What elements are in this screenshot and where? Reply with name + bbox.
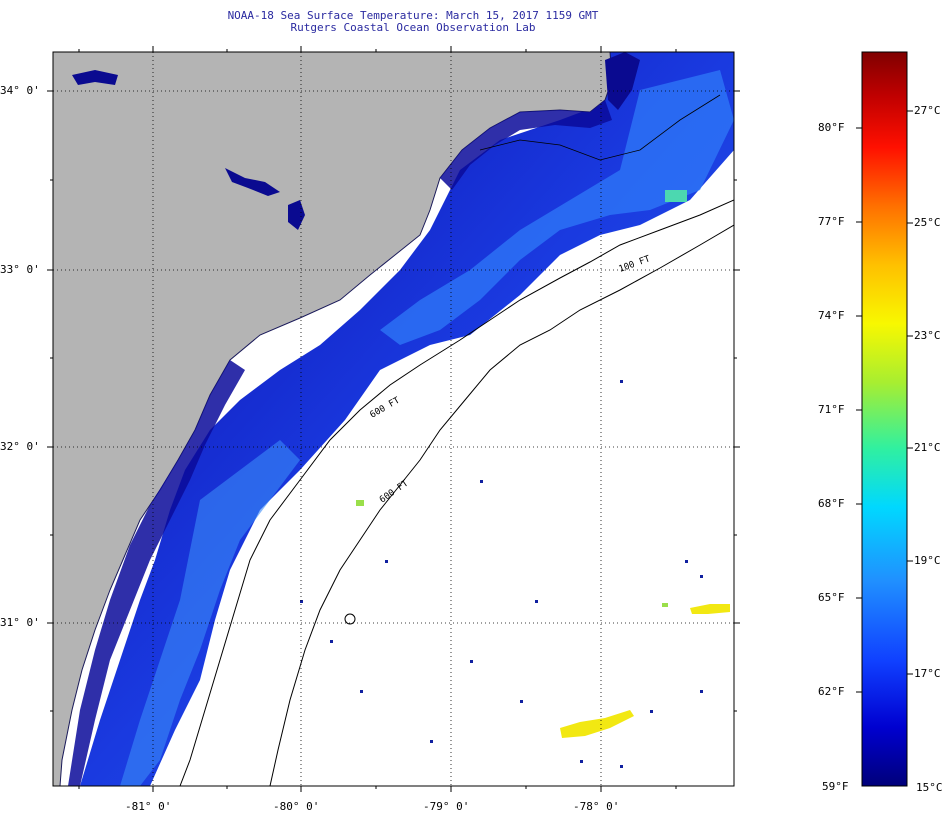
isobath-100ft-north	[479, 94, 721, 161]
lat-label-34: 34° 0'	[0, 84, 40, 97]
colorbar-f-74: 74°F	[818, 309, 845, 322]
isobath-100ft	[179, 199, 734, 786]
shelf-water-light-south	[120, 440, 300, 786]
inland-lake	[72, 70, 118, 85]
map-title: NOAA-18 Sea Surface Temperature: March 1…	[227, 9, 599, 22]
colorbar-c-17: 17°C	[914, 667, 941, 680]
colorbar-c-27: 27°C	[914, 104, 941, 117]
warm-water-patch-small	[690, 604, 730, 614]
graticule	[53, 52, 734, 786]
warm-water-patch	[560, 710, 634, 738]
warm-water-dot	[662, 603, 668, 607]
colorbar-c-23: 23°C	[914, 329, 941, 342]
scattered-sst-pixels	[300, 380, 703, 768]
lat-label-31: 31° 0'	[0, 616, 40, 629]
colorbar-f-77: 77°F	[818, 215, 845, 228]
colorbar-f-80: 80°F	[818, 121, 845, 134]
colorbar-c-19: 19°C	[914, 554, 941, 567]
map-subtitle: Rutgers Coastal Ocean Observation Lab	[290, 21, 536, 34]
inland-reservoir	[225, 168, 280, 196]
colorbar-c-21: 21°C	[914, 441, 941, 454]
colorbar-f-68: 68°F	[818, 497, 845, 510]
lat-label-32: 32° 0'	[0, 440, 40, 453]
land-mass	[53, 52, 612, 786]
lon-label-78: -78° 0'	[573, 800, 620, 813]
warm-water-dot-3	[665, 190, 687, 202]
colorbar-c-15: 15°C	[916, 781, 943, 794]
nearshore-dark-water	[440, 100, 612, 190]
colorbar-f-62: 62°F	[818, 685, 845, 698]
lon-label-81: -81° 0'	[125, 800, 172, 813]
isobath-600ft	[269, 224, 734, 786]
coastal-sst-band	[80, 52, 734, 786]
lon-label-79: -79° 0'	[423, 800, 470, 813]
lat-label-33: 33° 0'	[0, 263, 40, 276]
warm-water-dot-2	[356, 500, 364, 506]
map-plot-area	[53, 52, 734, 786]
colorbar-ticks	[856, 110, 913, 693]
colorbar-f-65: 65°F	[818, 591, 845, 604]
map-frame	[52, 51, 735, 787]
colorbar-f-71: 71°F	[818, 403, 845, 416]
map-ticks	[47, 46, 740, 792]
colorbar-c-25: 25°C	[914, 216, 941, 229]
nearshore-dark-water-south	[68, 360, 245, 786]
cape-fear-estuary	[605, 52, 640, 110]
colorbar-f-59: 59°F	[822, 780, 849, 793]
lon-label-80: -80° 0'	[273, 800, 320, 813]
shelf-water-light	[380, 70, 734, 345]
seamount-contour	[344, 613, 356, 625]
inland-reservoir-2	[288, 200, 305, 230]
colorbar	[861, 51, 908, 787]
